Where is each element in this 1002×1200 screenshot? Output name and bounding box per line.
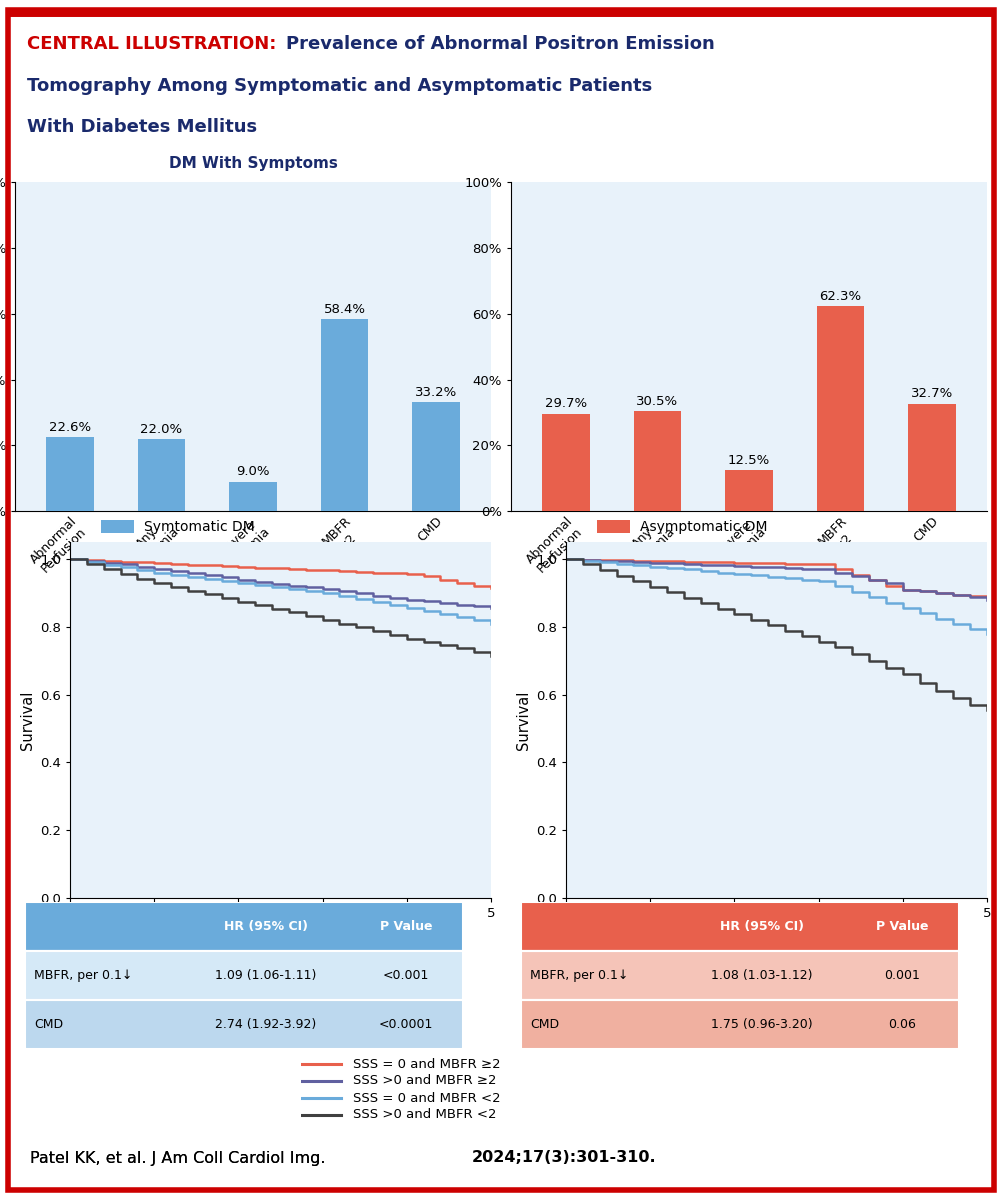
Text: 0.001: 0.001 xyxy=(884,970,920,982)
Text: 12.5%: 12.5% xyxy=(727,454,771,467)
Text: 2024;17(3):301-310.: 2024;17(3):301-310. xyxy=(472,1151,656,1165)
Text: Patel KK, et al. J Am Coll Cardiol Img.: Patel KK, et al. J Am Coll Cardiol Img. xyxy=(30,1151,331,1165)
Text: 30.5%: 30.5% xyxy=(636,395,678,408)
Text: SSS = 0 and MBFR ≥2: SSS = 0 and MBFR ≥2 xyxy=(353,1058,500,1070)
Text: DM With Symptoms: DM With Symptoms xyxy=(168,156,338,170)
X-axis label: Years: Years xyxy=(262,925,300,940)
Text: 9.0%: 9.0% xyxy=(236,466,270,479)
Bar xyxy=(521,952,959,1000)
Text: 22.6%: 22.6% xyxy=(49,421,91,433)
Text: 2.74 (1.92-3.92): 2.74 (1.92-3.92) xyxy=(215,1018,317,1031)
Text: A: A xyxy=(27,154,41,172)
Text: DM Without Symptoms: DM Without Symptoms xyxy=(650,156,848,170)
Text: 29.7%: 29.7% xyxy=(545,397,587,410)
Text: 22.0%: 22.0% xyxy=(140,422,182,436)
Text: 62.3%: 62.3% xyxy=(820,290,862,304)
Text: B: B xyxy=(523,154,536,172)
Text: Asymptomatic DM: Asymptomatic DM xyxy=(639,520,767,534)
Text: CENTRAL ILLUSTRATION:: CENTRAL ILLUSTRATION: xyxy=(27,35,277,53)
Text: MBFR, per 0.1↓: MBFR, per 0.1↓ xyxy=(530,970,628,982)
Text: CMD: CMD xyxy=(530,1018,559,1031)
Text: Tomography Among Symptomatic and Asymptomatic Patients: Tomography Among Symptomatic and Asympto… xyxy=(27,77,652,95)
Text: Symtomatic DM: Symtomatic DM xyxy=(143,520,255,534)
Y-axis label: Survival: Survival xyxy=(20,690,34,750)
X-axis label: Years: Years xyxy=(758,925,796,940)
Bar xyxy=(229,481,277,511)
Text: CMD: CMD xyxy=(34,1018,63,1031)
Text: 0.06: 0.06 xyxy=(888,1018,916,1031)
Bar xyxy=(908,403,956,511)
Bar xyxy=(725,470,773,511)
Text: <0.001: <0.001 xyxy=(383,970,429,982)
Text: 1.09 (1.06-1.11): 1.09 (1.06-1.11) xyxy=(215,970,317,982)
Bar xyxy=(412,402,460,511)
Bar xyxy=(25,1000,463,1049)
Bar xyxy=(633,410,681,511)
Text: With Diabetes Mellitus: With Diabetes Mellitus xyxy=(27,119,257,137)
Bar xyxy=(25,952,463,1000)
Text: 33.2%: 33.2% xyxy=(415,385,457,398)
Bar xyxy=(100,521,134,533)
Text: P Value: P Value xyxy=(380,920,432,934)
Text: P Value: P Value xyxy=(876,920,928,934)
Text: Prevalence of Abnormal Positron Emission: Prevalence of Abnormal Positron Emission xyxy=(286,35,714,53)
Bar xyxy=(542,414,590,511)
Text: 1.75 (0.96-3.20): 1.75 (0.96-3.20) xyxy=(711,1018,813,1031)
Text: 58.4%: 58.4% xyxy=(324,302,366,316)
Text: HR (95% CI): HR (95% CI) xyxy=(719,920,804,934)
Bar xyxy=(597,521,630,533)
Bar xyxy=(321,319,369,511)
Text: SSS >0 and MBFR ≥2: SSS >0 and MBFR ≥2 xyxy=(353,1074,496,1087)
Text: HR (95% CI): HR (95% CI) xyxy=(223,920,308,934)
Bar xyxy=(817,306,865,511)
Bar xyxy=(137,439,185,511)
Text: <0.0001: <0.0001 xyxy=(379,1018,433,1031)
Text: MBFR, per 0.1↓: MBFR, per 0.1↓ xyxy=(34,970,132,982)
Text: 32.7%: 32.7% xyxy=(911,388,953,401)
Text: SSS = 0 and MBFR <2: SSS = 0 and MBFR <2 xyxy=(353,1092,500,1105)
Text: SSS >0 and MBFR <2: SSS >0 and MBFR <2 xyxy=(353,1109,496,1121)
Bar xyxy=(25,902,463,952)
Text: Patel KK, et al. J Am Coll Cardiol Img.: Patel KK, et al. J Am Coll Cardiol Img. xyxy=(30,1151,331,1165)
Bar xyxy=(521,902,959,952)
Bar xyxy=(46,437,94,511)
Y-axis label: Survival: Survival xyxy=(516,690,530,750)
Bar xyxy=(521,1000,959,1049)
Text: Patel KK, et al. J Am Coll Cardiol Img. 2024;17(3):301-310.: Patel KK, et al. J Am Coll Cardiol Img. … xyxy=(30,1151,556,1165)
Text: 1.08 (1.03-1.12): 1.08 (1.03-1.12) xyxy=(711,970,813,982)
